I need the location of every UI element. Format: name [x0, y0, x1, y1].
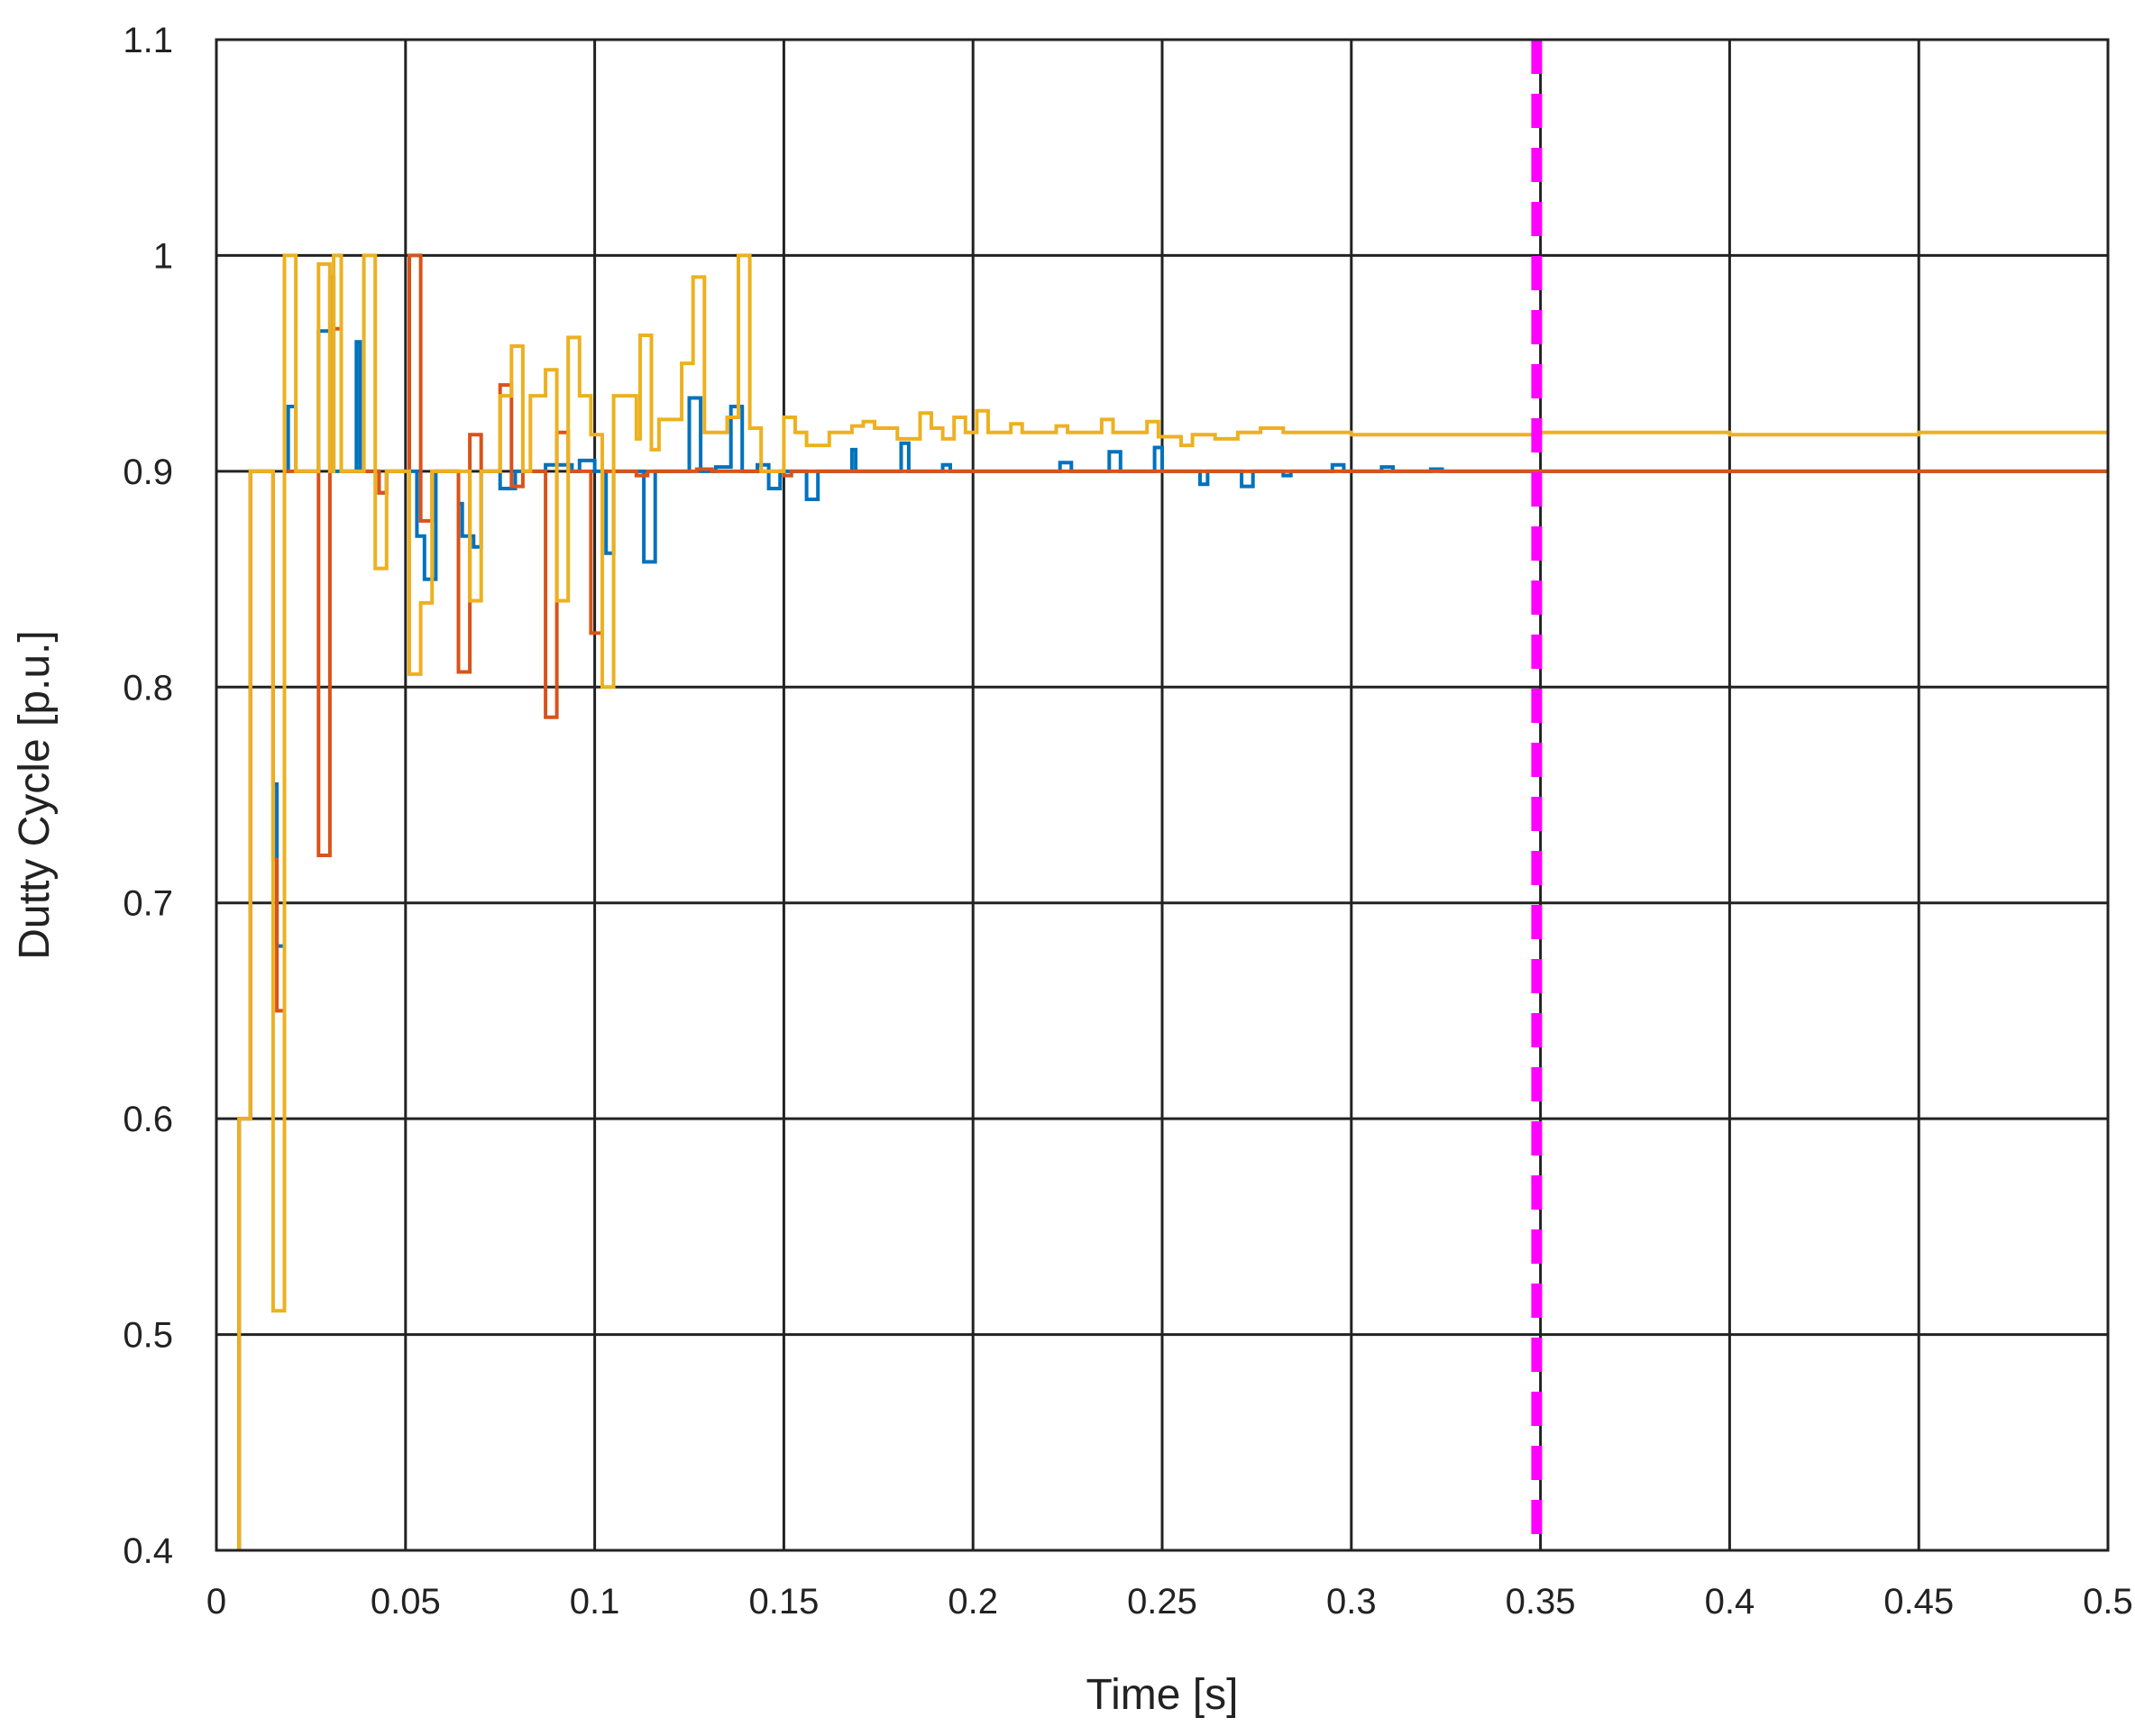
y-tick-label: 0.6	[123, 1100, 173, 1139]
y-axis-label: Dutty Cycle [p.u.]	[11, 630, 59, 959]
x-tick-label: 0.35	[1506, 1582, 1576, 1622]
x-tick-label: 0.05	[371, 1582, 441, 1622]
y-tick-label: 0.4	[123, 1531, 173, 1571]
y-tick-label: 1	[153, 236, 173, 276]
x-tick-label: 0.1	[570, 1582, 620, 1622]
x-tick-label: 0.25	[1127, 1582, 1197, 1622]
x-tick-label: 0.45	[1883, 1582, 1954, 1622]
x-tick-label: 0.3	[1326, 1582, 1377, 1622]
x-tick-label: 0.15	[748, 1582, 819, 1622]
x-axis-label: Time [s]	[1086, 1671, 1239, 1719]
data-series	[237, 253, 2108, 1550]
series-line-2	[237, 253, 2108, 1550]
series-line-3	[237, 253, 2108, 1550]
series-line-1	[237, 275, 2108, 1550]
x-tick-label: 0	[206, 1582, 226, 1622]
y-tick-label: 0.7	[123, 884, 173, 924]
y-tick-label: 1.1	[123, 21, 173, 60]
plot-frame	[215, 38, 2110, 1552]
x-tick-label: 0.5	[2083, 1582, 2133, 1622]
tick-labels: 0 0.05 0.1 0.15 0.2 0.25 0.3 0.35 0.4 0.45 0.5 0.4 0…	[123, 21, 2132, 1622]
x-tick-label: 0.2	[948, 1582, 998, 1622]
y-tick-label: 0.8	[123, 668, 173, 708]
y-tick-label: 0.5	[123, 1316, 173, 1356]
y-tick-label: 0.9	[123, 452, 173, 492]
x-tick-label: 0.4	[1705, 1582, 1755, 1622]
